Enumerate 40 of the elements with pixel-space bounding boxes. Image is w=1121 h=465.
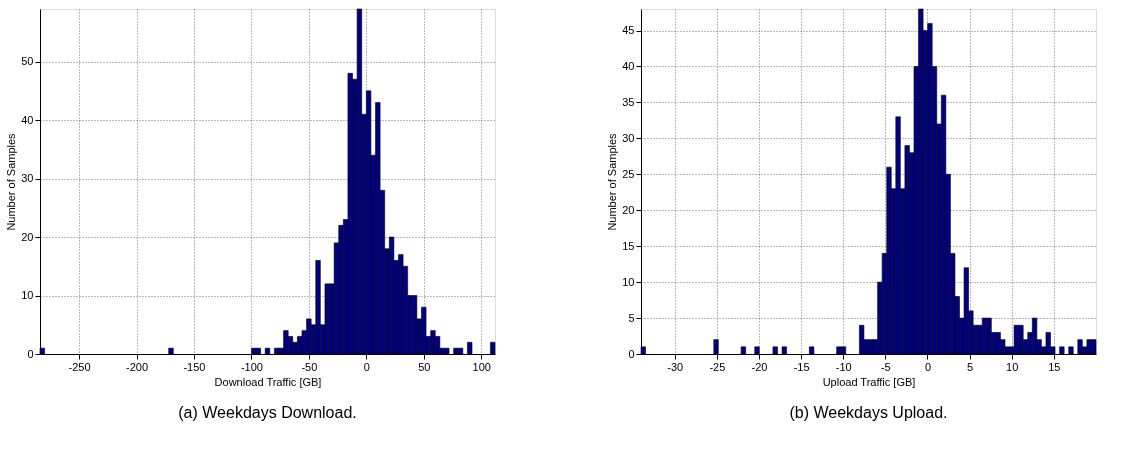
y-tick-label: 40 [21, 113, 34, 126]
y-tick-label: 10 [622, 275, 635, 288]
x-tick-label: 0 [924, 360, 932, 373]
y-tick-label: 0 [628, 347, 635, 360]
x-tick-label: -30 [667, 360, 684, 373]
y-axis-title: Number of Samples [606, 132, 619, 231]
x-tick-label: 10 [1006, 360, 1019, 373]
x-axis-title: Download Traffic [GB] [214, 375, 322, 388]
x-tick-label: -5 [880, 360, 891, 373]
x-tick-label: -250 [68, 360, 91, 373]
y-tick-label: 50 [21, 55, 34, 68]
x-tick-label: 0 [363, 360, 370, 373]
x-tick-label: 15 [1048, 360, 1061, 373]
y-tick-label: 25 [622, 167, 635, 180]
y-tick-label: 35 [622, 95, 635, 108]
y-tick-label: 0 [27, 347, 34, 360]
x-tick-label: -200 [126, 360, 149, 373]
y-tick-label: 20 [622, 203, 635, 216]
y-tick-label: 30 [622, 131, 635, 144]
x-tick-label: -50 [301, 360, 318, 373]
x-tick-label: 50 [418, 360, 431, 373]
text: (a) Weekdays Download. [178, 404, 357, 421]
x-tick-label: 5 [967, 360, 974, 373]
x-tick-label: -20 [751, 360, 768, 373]
y-tick-label: 30 [21, 172, 34, 185]
x-tick-label: -25 [709, 360, 726, 373]
x-tick-label: -10 [835, 360, 852, 373]
x-tick-label: 100 [472, 360, 491, 373]
y-tick-label: 10 [21, 289, 34, 302]
x-tick-label: -15 [793, 360, 810, 373]
y-tick-label: 40 [622, 60, 635, 72]
y-axis-title: Number of Samples [5, 132, 18, 231]
y-tick-label: 5 [628, 311, 635, 324]
text: (b) Weekdays Upload. [789, 404, 948, 421]
y-tick-label: 20 [21, 230, 34, 243]
x-tick-label: -100 [240, 360, 263, 373]
y-tick-label: 45 [622, 24, 635, 37]
x-tick-label: -150 [183, 360, 206, 373]
x-axis-title: Upload Traffic [GB] [822, 375, 916, 388]
y-tick-label: 15 [622, 239, 635, 252]
